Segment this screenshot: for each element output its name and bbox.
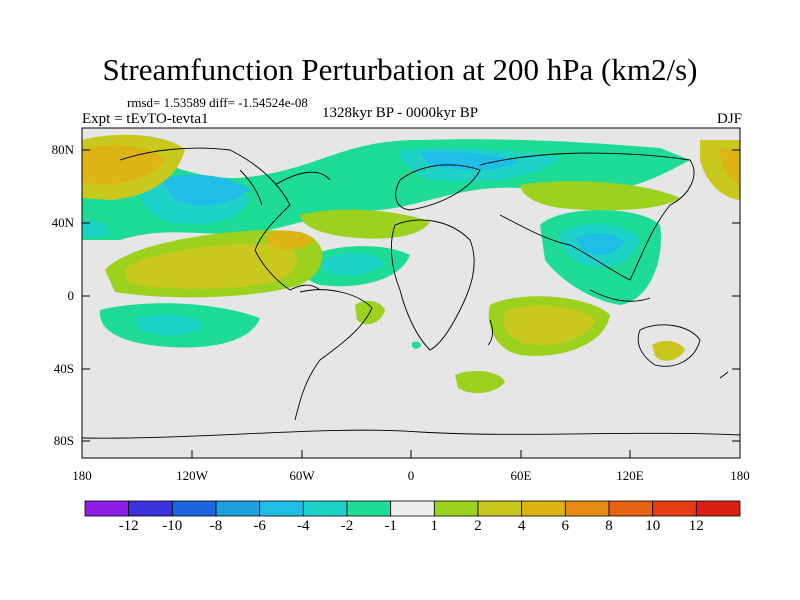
colorbar-label: 10 [645,518,661,534]
colorbar-swatch [433,500,479,517]
colorbar [84,500,741,517]
colorbar-label: -1 [384,518,397,534]
lon-label-180w: 180 [72,468,92,483]
lon-label-120w: 120W [176,468,208,483]
colorbar-label: 4 [517,518,526,534]
colorbar-label: 1 [430,518,439,534]
plot-title: Streamfunction Perturbation at 200 hPa (… [102,52,698,87]
lon-label-120e: 120E [616,468,644,483]
colorbar-swatch [259,500,304,517]
colorbar-swatch [652,500,697,517]
colorbar-swatch [608,500,654,517]
lon-label-60e: 60E [510,468,532,483]
stats-line: rmsd= 1.53589 diff= -1.54524e-08 [127,95,308,110]
colorbar-label: -8 [209,518,223,534]
colorbar-swatch [302,500,348,517]
lat-label-40n: 40N [51,215,74,230]
colorbar-label: -6 [253,518,266,534]
lat-label-0: 0 [67,288,75,303]
colorbar-label: 2 [474,518,482,534]
lat-label-80n: 80N [51,142,74,157]
axis-ticks [81,149,741,458]
lon-label-180e: 180 [730,468,750,483]
colorbar-label: 6 [561,518,570,534]
period-label: 1328kyr BP - 0000kyr BP [322,105,479,121]
lon-label-60w: 60W [289,468,315,483]
experiment-label: Expt = tEvTO-tevta1 [82,111,209,127]
colorbar-swatch [695,500,741,517]
colorbar-swatch [477,500,523,517]
colorbar-swatch [346,500,392,517]
colorbar-swatch [84,500,130,517]
colorbar-swatch [171,500,217,517]
colorbar-swatch [128,500,173,517]
lat-label-80s: 80S [53,433,74,448]
season-label: DJF [716,111,742,127]
lon-label-0: 0 [407,468,415,483]
lat-label-40s: 40S [53,361,74,376]
colorbar-label: -12 [118,518,139,534]
colorbar-swatch [390,500,435,517]
map-field [82,128,740,458]
colorbar-label: 12 [688,518,704,534]
coastlines [82,147,740,439]
colorbar-swatch [521,500,566,517]
colorbar-label: -10 [162,518,183,534]
colorbar-label: -2 [340,518,354,534]
colorbar-swatch [215,500,261,517]
colorbar-swatch [564,500,610,517]
colorbar-label: 8 [605,518,613,534]
colorbar-label: -4 [297,518,310,534]
